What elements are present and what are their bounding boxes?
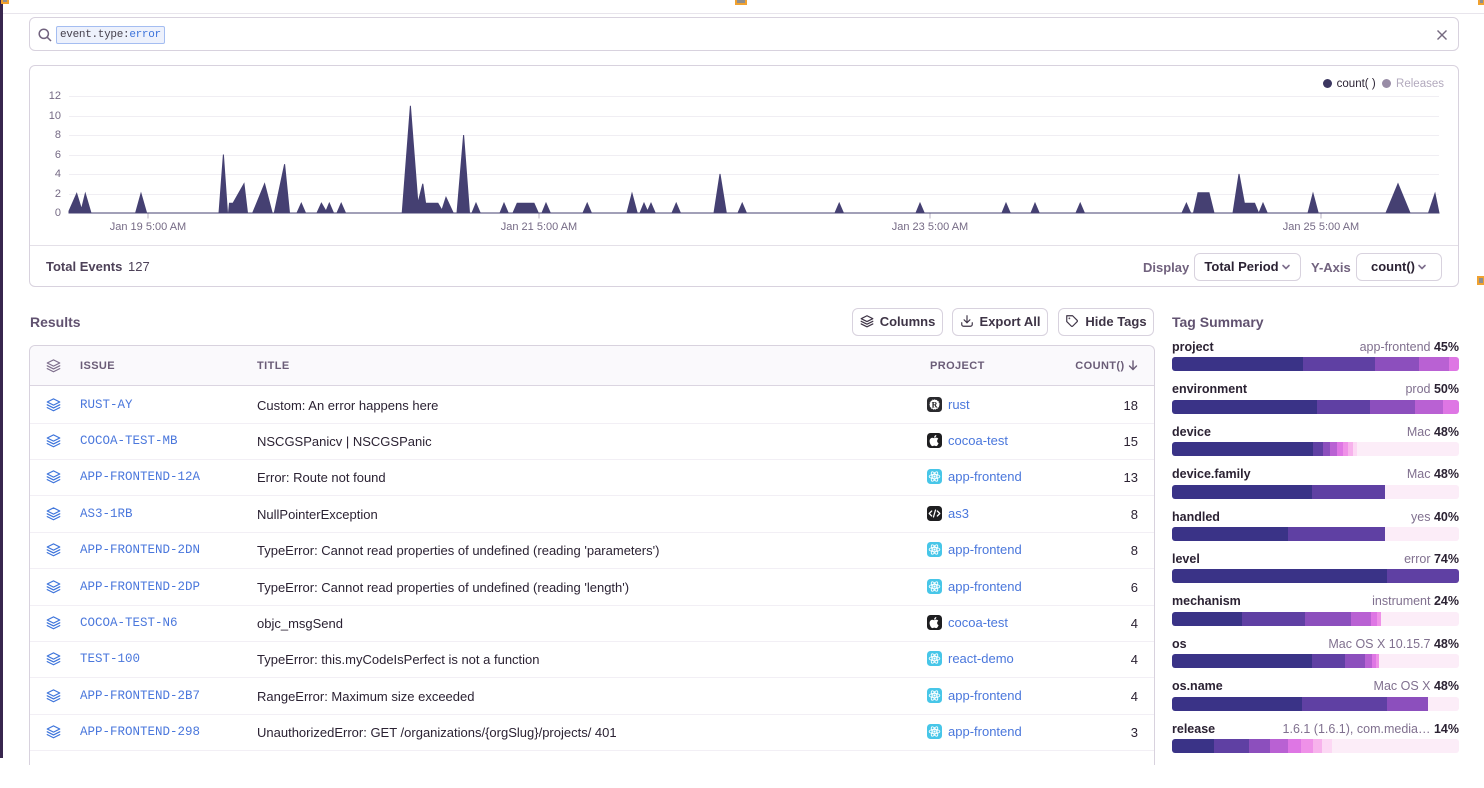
svg-text:R: R <box>932 400 938 409</box>
